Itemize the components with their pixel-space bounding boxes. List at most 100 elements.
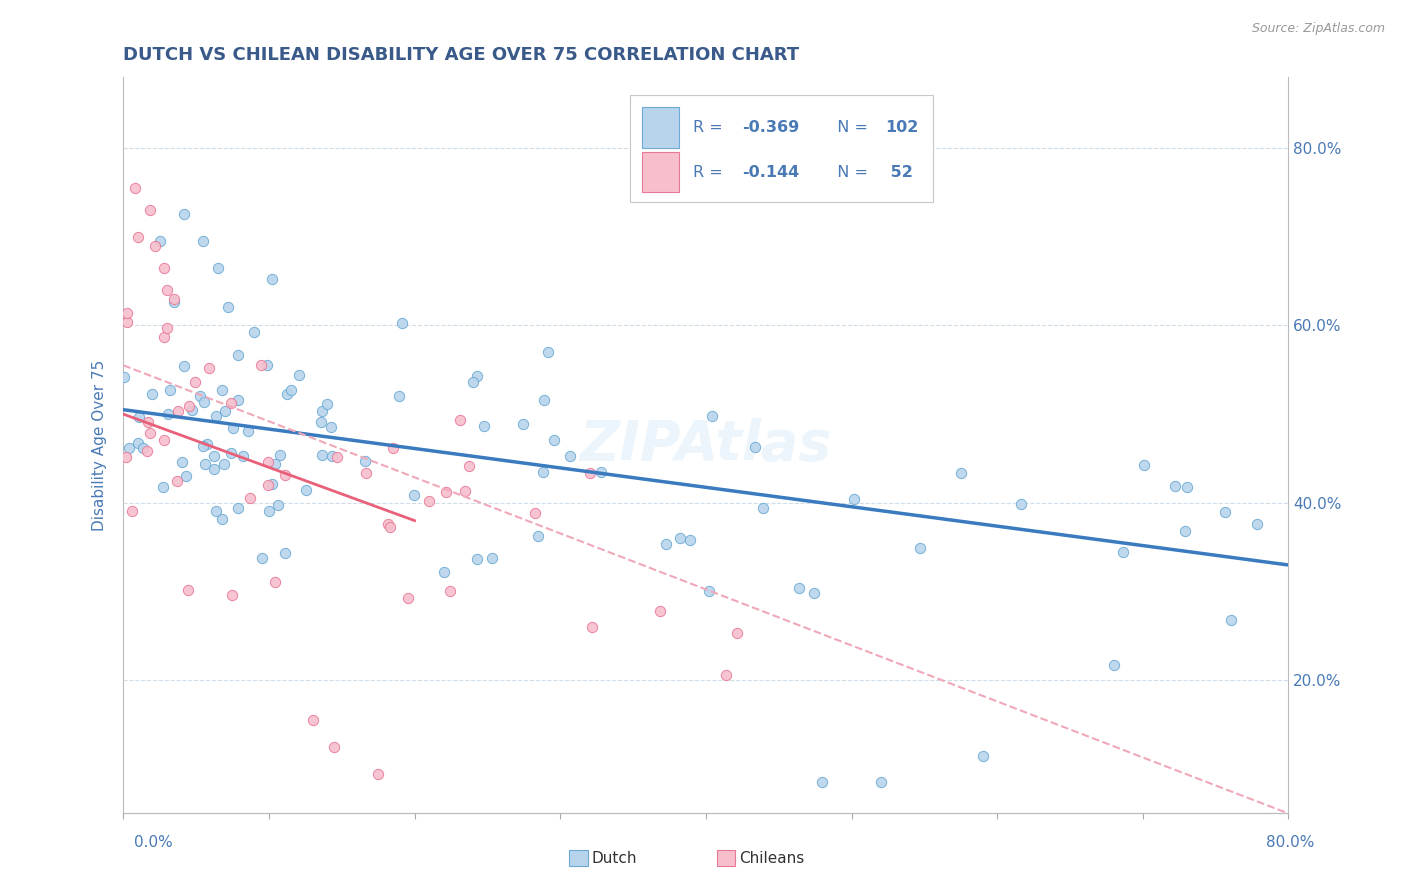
Point xyxy=(127,229,149,244)
Point xyxy=(193,394,215,409)
Point xyxy=(267,498,290,512)
Point xyxy=(156,283,179,297)
Point xyxy=(457,458,479,473)
Y-axis label: Disability Age Over 75: Disability Age Over 75 xyxy=(93,359,107,531)
Bar xyxy=(641,152,679,193)
Point xyxy=(198,360,221,375)
Text: 102: 102 xyxy=(886,120,918,135)
Point xyxy=(173,359,195,373)
Point xyxy=(716,668,738,682)
Text: N =: N = xyxy=(827,165,873,179)
Point xyxy=(157,407,180,421)
Point xyxy=(243,325,266,339)
Point xyxy=(526,529,548,543)
Point xyxy=(121,504,143,518)
Point xyxy=(262,477,284,491)
Point xyxy=(127,436,149,450)
Point xyxy=(481,551,503,566)
Point xyxy=(167,404,190,418)
Point xyxy=(193,234,215,248)
Point xyxy=(260,272,283,286)
Point xyxy=(1174,524,1197,538)
Text: 52: 52 xyxy=(886,165,912,179)
Point xyxy=(388,389,411,403)
Point xyxy=(173,207,195,221)
Point xyxy=(232,449,254,463)
Point xyxy=(377,517,399,532)
Point xyxy=(404,488,426,502)
Point xyxy=(211,512,233,526)
Point xyxy=(842,492,865,507)
Point xyxy=(579,467,602,481)
Point xyxy=(752,500,775,515)
Point xyxy=(523,507,546,521)
Point xyxy=(153,433,176,447)
Point xyxy=(537,345,560,359)
Point xyxy=(238,425,260,439)
Point xyxy=(117,315,139,329)
Point xyxy=(221,588,243,602)
Point xyxy=(1133,458,1156,472)
Point xyxy=(170,455,193,469)
Point xyxy=(461,376,484,390)
Point xyxy=(533,393,555,408)
Point xyxy=(789,581,811,595)
Point xyxy=(202,462,225,476)
Point xyxy=(195,436,218,450)
Point xyxy=(1220,613,1243,627)
Point xyxy=(177,582,200,597)
Point xyxy=(512,417,534,432)
Bar xyxy=(641,107,679,147)
Point xyxy=(1010,497,1032,511)
Text: 0.0%: 0.0% xyxy=(134,836,173,850)
Point xyxy=(193,439,215,453)
Point xyxy=(166,474,188,488)
Point xyxy=(581,620,603,634)
Point xyxy=(219,445,242,459)
Point xyxy=(381,441,404,455)
Point xyxy=(256,358,278,372)
Text: R =: R = xyxy=(693,120,728,135)
Point xyxy=(184,375,207,389)
Point xyxy=(163,292,186,306)
Point xyxy=(699,584,721,599)
Point xyxy=(725,626,748,640)
Point xyxy=(679,533,702,547)
Point xyxy=(128,409,150,424)
Point xyxy=(152,480,174,494)
Point xyxy=(1164,479,1187,493)
Point xyxy=(288,368,311,383)
Text: 80.0%: 80.0% xyxy=(1267,836,1315,850)
Point xyxy=(139,425,162,440)
Point xyxy=(118,442,141,456)
Point xyxy=(132,441,155,455)
Point xyxy=(439,584,461,599)
Point xyxy=(136,415,159,429)
Point xyxy=(141,386,163,401)
Point xyxy=(219,396,242,410)
Point xyxy=(207,260,229,275)
Point xyxy=(115,450,138,464)
Point xyxy=(205,504,228,518)
Point xyxy=(972,748,994,763)
Point xyxy=(214,404,236,418)
Point xyxy=(280,383,302,397)
Point xyxy=(180,403,202,417)
Point xyxy=(321,449,343,463)
Point xyxy=(1246,516,1268,531)
Point xyxy=(211,384,233,398)
Point xyxy=(354,466,377,480)
Point xyxy=(194,457,217,471)
Point xyxy=(453,483,475,498)
Point xyxy=(1175,480,1198,494)
Point xyxy=(159,383,181,397)
Point xyxy=(543,433,565,447)
Point xyxy=(256,478,278,492)
Point xyxy=(143,238,166,252)
Point xyxy=(177,399,200,413)
Point xyxy=(449,413,471,427)
Point xyxy=(226,500,249,515)
Point xyxy=(257,455,280,469)
Text: Chileans: Chileans xyxy=(740,851,804,865)
Point xyxy=(648,604,671,618)
